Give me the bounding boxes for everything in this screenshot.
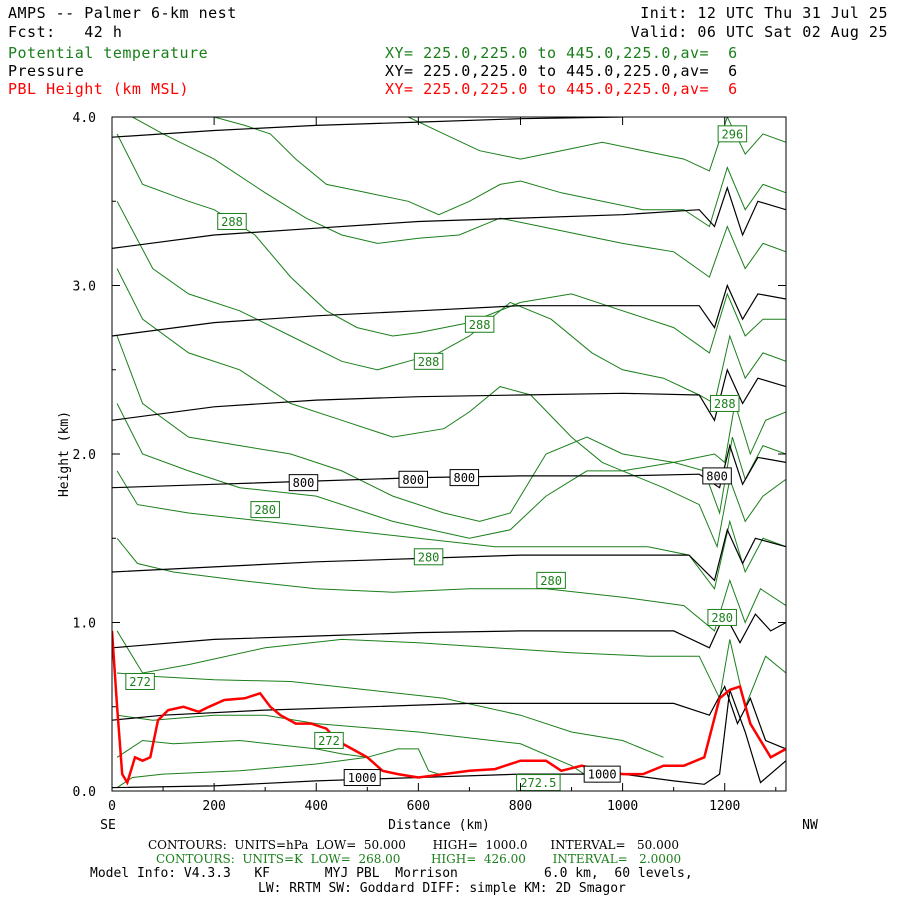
footer-model-info: Model Info: V4.3.3 KF MYJ PBL Morrison 6… [90,866,693,881]
theta-contour-label-9: 272 [125,672,155,690]
valid-time: Valid: 06 UTC Sat 02 Aug 25 [630,23,888,41]
x-tick-label-800: 800 [509,799,532,814]
theta-contour-label-4: 288 [709,394,740,412]
theta-contour-4 [116,630,786,709]
theta-contour-6 [116,470,786,590]
x-tick-label-400: 400 [305,799,328,814]
pressure-contour-label-0: 1000 [343,769,381,787]
footer-physics-info: LW: RRTM SW: Goddard DIFF: simple KM: 2D… [258,881,626,896]
theta-contour-label-10: 272 [314,731,344,749]
pressure-contour-700 [112,283,786,337]
svg-text:288: 288 [221,215,243,229]
svg-text:296: 296 [722,127,744,141]
y-tick-label-1: 1.0 [73,617,96,632]
pressure-contour-label-5: 1000 [583,765,621,783]
y-tick-label-0: 0.0 [73,785,96,800]
pressure-contour-950 [112,685,786,750]
footer-pressure-contours: CONTOURS: UNITS=hPa LOW= 50.000 HIGH= 10… [148,838,679,852]
x-tick-label-1000: 1000 [607,799,638,814]
svg-text:288: 288 [714,397,736,411]
svg-text:280: 280 [540,574,562,588]
theta-contour-10 [116,201,786,405]
field-label-theta: Potential temperature [8,44,209,62]
field-label-pbl: PBL Height (km MSL) [8,80,190,98]
init-time: Init: 12 UTC Thu 31 Jul 25 [640,4,888,22]
svg-text:288: 288 [469,318,491,332]
theta-contour-label-1: 288 [217,212,247,230]
pressure-contour-label-3: 800 [449,469,480,487]
svg-text:280: 280 [711,611,733,625]
x-tick-label-200: 200 [202,799,225,814]
pressure-contour-650 [112,185,786,249]
theta-contour-11 [116,133,786,354]
theta-contour-7 [116,403,786,549]
x-axis-label: Distance (km) [388,818,490,833]
theta-contour-label-0: 296 [717,125,748,143]
svg-text:288: 288 [418,355,440,369]
theta-contour-label-11: 272.5 [516,774,561,792]
theta-contour-label-6: 280 [413,548,444,566]
svg-text:800: 800 [706,469,728,483]
svg-text:800: 800 [293,476,315,490]
field-xy-pbl: XY= 225.0,225.0 to 445.0,225.0,av= 6 [385,80,738,98]
pressure-contour-800 [112,443,786,489]
x-tick-label-0: 0 [108,799,116,814]
pressure-contour-750 [112,367,786,422]
svg-text:272: 272 [129,675,151,689]
plot-frame [111,116,787,792]
pressure-contour-1000 [112,689,786,789]
theta-contour-label-5: 280 [250,501,280,519]
theta-contour-3 [117,672,664,758]
y-tick-label-2: 2.0 [73,448,96,463]
theta-contour-8 [116,335,786,522]
theta-contour-label-3: 288 [413,352,444,370]
svg-text:1000: 1000 [588,768,617,782]
chart-title: AMPS -- Palmer 6-km nest [8,4,237,22]
y-axis-label: Height (km) [57,411,72,497]
theta-contour-label-8: 280 [707,608,737,626]
theta-contour-5 [116,537,786,632]
theta-contour-label-2: 288 [464,315,495,333]
pressure-contour-label-4: 800 [702,467,732,485]
pressure-contour-label-2: 800 [398,470,429,488]
svg-text:800: 800 [453,471,475,485]
x-tick-label-600: 600 [407,799,430,814]
svg-text:280: 280 [418,550,440,564]
pressure-contour-850 [112,527,786,582]
pbl-height-line [112,630,786,786]
theta-contour-14 [407,117,786,172]
svg-text:800: 800 [402,473,424,487]
y-tick-label-3: 3.0 [73,280,96,295]
svg-text:1000: 1000 [348,771,377,785]
theta-contour-12 [132,117,786,278]
forecast-hour: Fcst: 42 h [8,23,123,41]
theta-contour-9 [116,268,786,472]
pressure-contour-600 [112,117,623,138]
svg-text:272: 272 [318,734,340,748]
x-tick-label-1200: 1200 [709,799,740,814]
x-axis-left-end-label: SE [100,818,116,833]
theta-contour-2 [117,714,598,784]
x-axis-right-end-label: NW [802,818,818,833]
field-label-pressure: Pressure [8,62,85,80]
field-xy-theta: XY= 225.0,225.0 to 445.0,225.0,av= 6 [385,44,738,62]
pressure-contour-label-1: 800 [288,474,319,492]
field-xy-pressure: XY= 225.0,225.0 to 445.0,225.0,av= 6 [385,62,738,80]
footer-theta-contours: CONTOURS: UNITS=K LOW= 268.00 HIGH= 426.… [156,852,682,866]
pressure-contour-900 [112,612,786,649]
svg-text:272.5: 272.5 [520,776,556,790]
theta-contour-13 [213,117,786,228]
svg-text:280: 280 [254,503,276,517]
theta-contour-1 [116,739,368,758]
theta-contour-0 [116,748,439,789]
y-tick-label-4: 4.0 [73,111,96,126]
theta-contour-label-7: 280 [536,571,566,589]
